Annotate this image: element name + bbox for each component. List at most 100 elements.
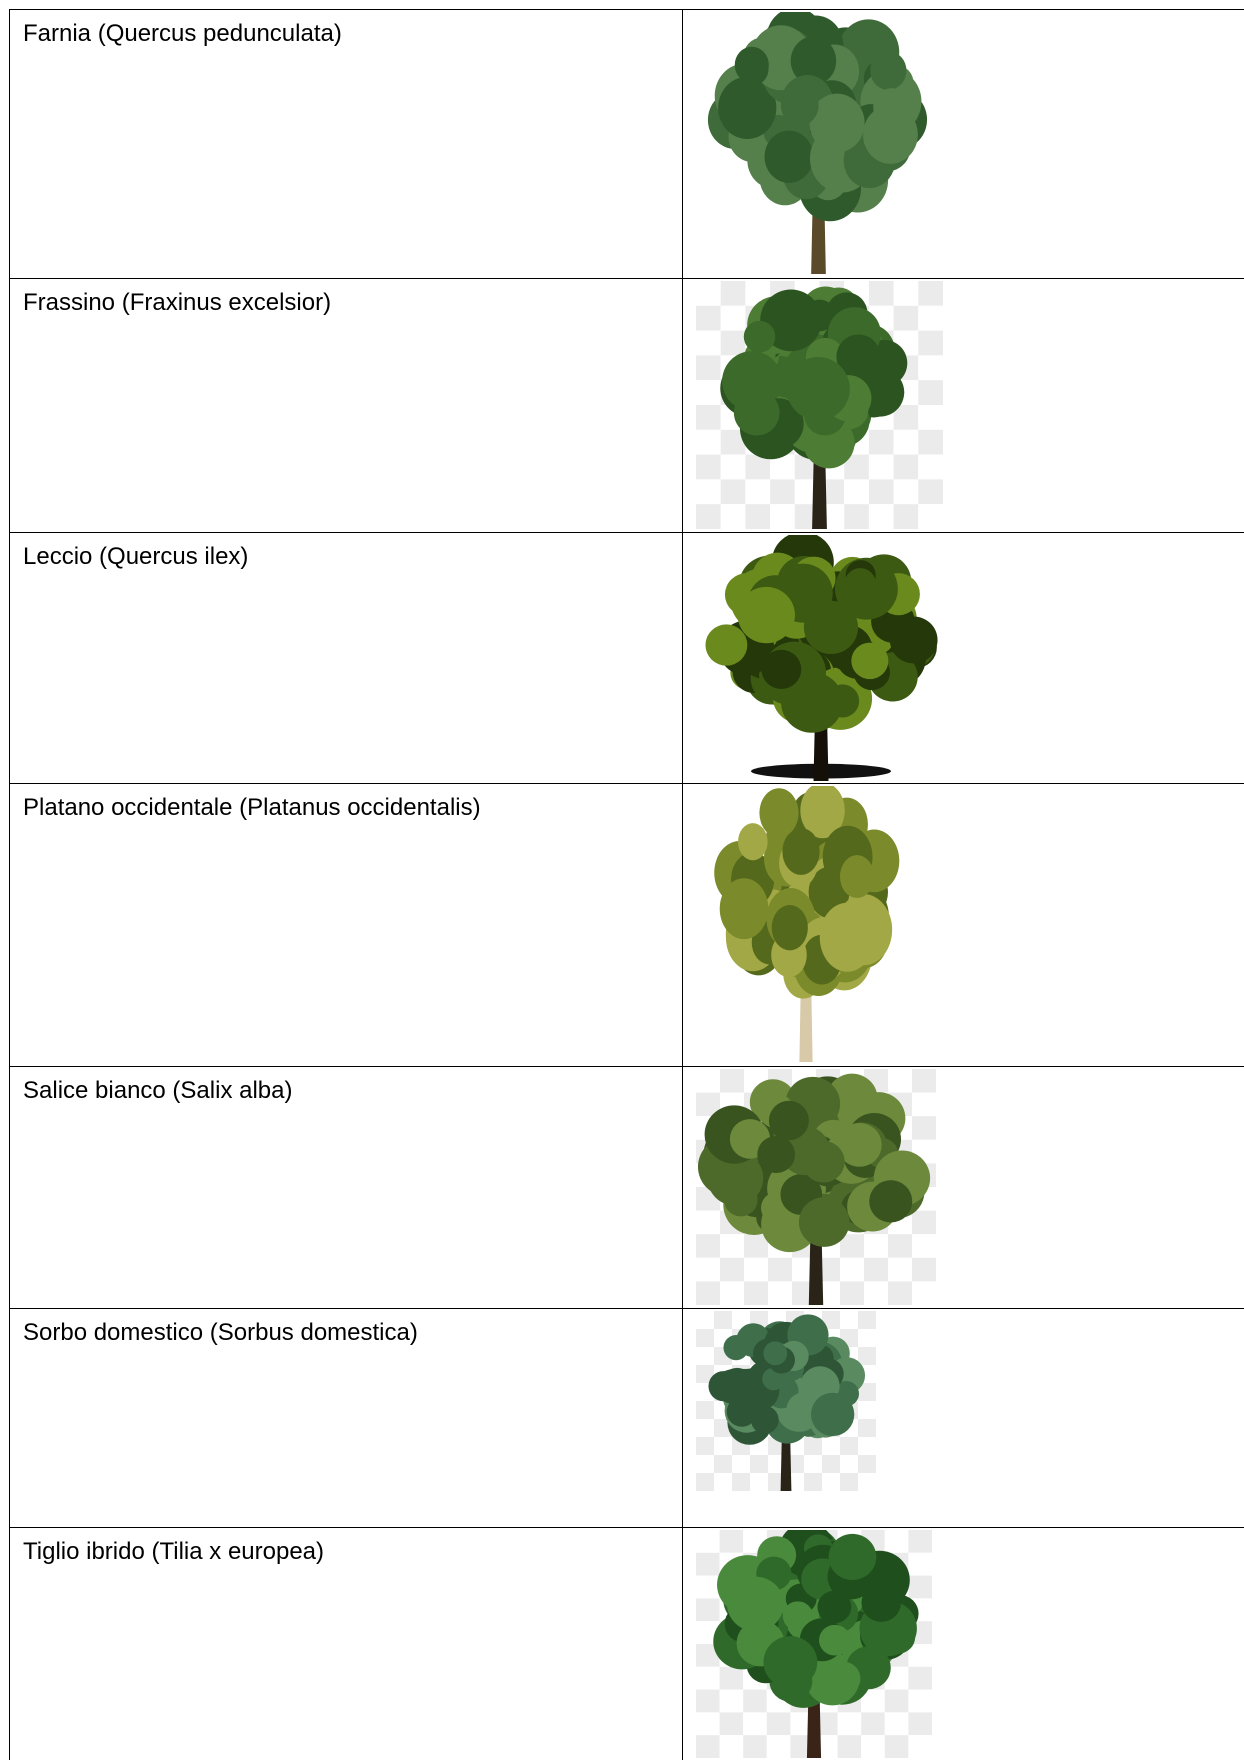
checker (888, 1281, 912, 1305)
checker (804, 1455, 822, 1473)
checker (720, 504, 746, 529)
image-cell (682, 278, 1244, 533)
checker (918, 479, 943, 505)
tree-name: Frassino (Fraxinus excelsior) (23, 289, 332, 316)
checker (884, 1712, 909, 1736)
checker (888, 1234, 912, 1258)
checker (719, 1689, 744, 1713)
name-cell: Frassino (Fraxinus excelsior) (9, 278, 683, 533)
foliage (880, 1619, 916, 1654)
checker (720, 479, 746, 505)
foliage (782, 1601, 813, 1631)
name-cell: Leccio (Quercus ilex) (9, 532, 683, 784)
checker (918, 380, 943, 405)
checker (918, 504, 943, 529)
checker (696, 1712, 720, 1736)
checker (908, 1689, 932, 1713)
checker (858, 1383, 876, 1401)
checker (743, 1712, 767, 1736)
checker (893, 454, 919, 480)
checker (720, 281, 746, 306)
checker (893, 429, 919, 455)
foliage (705, 624, 748, 666)
checker (696, 1552, 720, 1576)
foliage (861, 1583, 901, 1622)
checker (840, 1311, 858, 1329)
checker (696, 1598, 720, 1622)
checker (720, 1281, 744, 1305)
checker (720, 330, 746, 356)
checker (696, 305, 721, 331)
checker (750, 1473, 768, 1491)
foliage (761, 649, 802, 689)
checker (840, 1473, 858, 1491)
foliage (768, 1100, 809, 1141)
foliage (719, 878, 769, 940)
tree-name: Leccio (Quercus ilex) (23, 543, 249, 570)
tree-image (696, 1530, 932, 1758)
image-cell (682, 1527, 1244, 1760)
checker (864, 1281, 888, 1305)
name-cell: Sorbo domestico (Sorbus domestica) (9, 1308, 683, 1528)
checker (840, 1281, 864, 1305)
checker (743, 1735, 767, 1758)
checker (861, 1712, 885, 1736)
tree-image (714, 786, 900, 1062)
foliage (863, 105, 918, 164)
foliage (738, 823, 768, 861)
checker (732, 1311, 750, 1329)
checker (766, 1712, 791, 1736)
name-cell: Tiglio ibrido (Tilia x europea) (9, 1527, 683, 1760)
checker (744, 1257, 768, 1282)
checker (822, 1473, 840, 1491)
foliage (718, 76, 777, 140)
checker (696, 1234, 720, 1258)
image-cell (682, 1066, 1244, 1309)
checker (868, 479, 894, 505)
checker (844, 504, 869, 529)
checker (770, 504, 795, 529)
foliage (714, 1369, 749, 1404)
checker (868, 454, 894, 480)
foliage (847, 149, 880, 183)
checker (696, 1347, 714, 1365)
checker (918, 454, 943, 480)
foliage (798, 1197, 850, 1247)
checker (844, 479, 869, 505)
checker (696, 454, 721, 480)
foliage (844, 568, 876, 599)
foliage (818, 1624, 851, 1656)
checker (822, 1455, 840, 1473)
checker (868, 504, 894, 529)
table-row: Platano occidentale (Platanus occidental… (9, 783, 1244, 1067)
foliage (782, 828, 820, 875)
checker (858, 1419, 876, 1437)
foliage (870, 51, 907, 90)
foliage (809, 93, 865, 153)
checker (696, 1455, 714, 1473)
checker (696, 1401, 714, 1419)
checker (696, 1575, 720, 1599)
foliage (734, 46, 769, 84)
checker (918, 330, 943, 356)
foliage (889, 616, 938, 664)
checker (864, 1234, 888, 1258)
checker (858, 1437, 876, 1455)
checker (696, 1530, 720, 1553)
checker (861, 1689, 885, 1713)
checker (719, 1666, 744, 1690)
image-cell (682, 1308, 1244, 1528)
checker (908, 1666, 932, 1690)
foliage (837, 1123, 882, 1167)
foliage (819, 902, 875, 972)
table-row: Farnia (Quercus pedunculata) (9, 9, 1244, 279)
checker (696, 1092, 720, 1117)
checker (696, 281, 721, 306)
checker (912, 1281, 936, 1305)
foliage (851, 642, 889, 680)
tree-image (707, 12, 928, 274)
foliage (723, 1335, 749, 1361)
checker (696, 380, 721, 405)
foliage (809, 424, 849, 465)
